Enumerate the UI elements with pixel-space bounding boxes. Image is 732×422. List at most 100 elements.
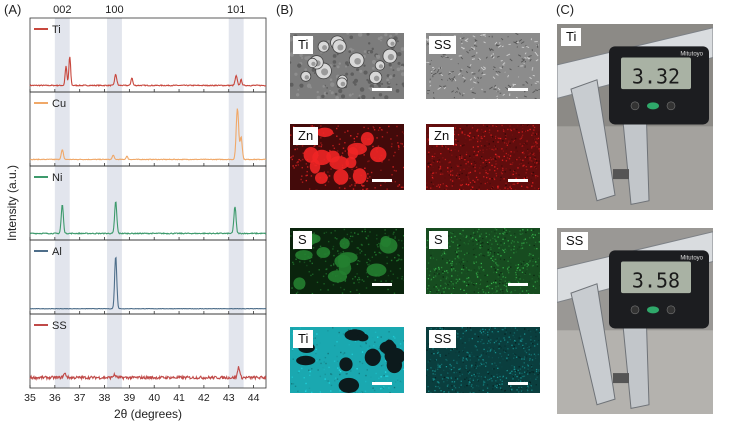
map-speckle [435,259,438,261]
map-speckle [532,174,534,177]
map-blob [360,131,374,146]
map-speckle [332,327,334,329]
map-speckle [514,373,517,376]
map-speckle [447,371,449,373]
map-speckle [519,380,522,382]
map-speckle [462,280,464,282]
map-speckle [490,251,492,253]
map-speckle [385,280,387,282]
map-speckle [498,337,500,339]
map-speckle [339,286,342,289]
panel-label-a: (A) [4,2,22,17]
map-speckle [497,276,499,278]
map-speckle [530,365,533,367]
map-speckle [466,384,468,387]
sem-flake [485,56,488,59]
map-speckle [432,172,435,174]
map-speckle [359,366,361,368]
map-speckle [437,351,440,353]
map-speckle [426,366,428,368]
map-speckle [468,172,470,174]
map-speckle [337,387,339,389]
map-speckle [457,270,459,273]
map-speckle [490,270,492,272]
map-speckle [327,240,330,243]
map-speckle [509,163,512,165]
map-speckle [478,268,480,270]
map-speckle [365,237,367,239]
sem-flake [515,40,518,44]
map-speckle [529,152,531,154]
map-speckle [506,157,509,159]
map-speckle [475,367,477,369]
map-speckle [314,337,317,339]
map-speckle [473,150,476,153]
map-speckle [336,268,338,271]
map-speckle [377,129,380,131]
map-speckle [493,145,496,147]
map-speckle [402,186,404,188]
sem-flake [461,37,465,40]
map-speckle [519,269,521,271]
map-speckle [293,248,295,250]
map-speckle [436,161,439,163]
map-speckle [445,328,447,330]
map-speckle [445,185,447,187]
map-speckle [464,133,466,136]
sem-flake [472,35,476,38]
map-speckle [480,145,483,147]
sem-grain [313,72,316,74]
map-speckle [432,177,434,180]
map-speckle [470,385,473,387]
map-speckle [457,350,459,353]
map-speckle [323,283,325,285]
map-speckle [343,228,346,231]
sem-flake [496,55,500,58]
sem-flake [477,76,479,79]
map-speckle [515,264,517,266]
map-speckle [390,138,392,140]
map-speckle [441,378,444,380]
map-speckle [489,342,491,344]
map-speckle [356,289,358,291]
sem-flake [461,42,463,45]
map-speckle [368,263,371,265]
map-speckle [342,251,345,253]
map-speckle [449,363,451,366]
map-speckle [492,237,494,239]
map-speckle [514,130,516,132]
map-speckle [306,170,308,173]
sem-flake [480,34,483,37]
map-speckle [449,179,452,181]
map-blob [316,127,334,138]
map-speckle [400,258,403,261]
map-speckle [464,261,466,263]
map-speckle [379,252,382,254]
map-speckle [469,181,472,184]
map-speckle [480,332,483,334]
map-speckle [521,261,524,264]
map-speckle [513,128,515,130]
map-speckle [297,291,299,293]
map-speckle [443,251,446,253]
map-speckle [380,336,382,338]
map-speckle [504,351,506,353]
map-speckle [462,281,465,284]
map-speckle [485,163,488,165]
map-speckle [312,273,314,276]
map-speckle [468,370,470,372]
map-speckle [453,182,455,185]
sem-grain [375,54,379,58]
map-speckle [469,355,471,358]
map-speckle [513,139,516,141]
map-speckle [376,244,378,246]
map-speckle [461,145,464,147]
map-speckle [521,244,523,246]
map-speckle [474,162,476,165]
map-speckle [532,153,534,156]
map-speckle [433,378,436,380]
map-speckle [309,260,311,262]
map-speckle [482,363,484,365]
map-speckle [530,165,533,168]
map-speckle [468,383,470,385]
